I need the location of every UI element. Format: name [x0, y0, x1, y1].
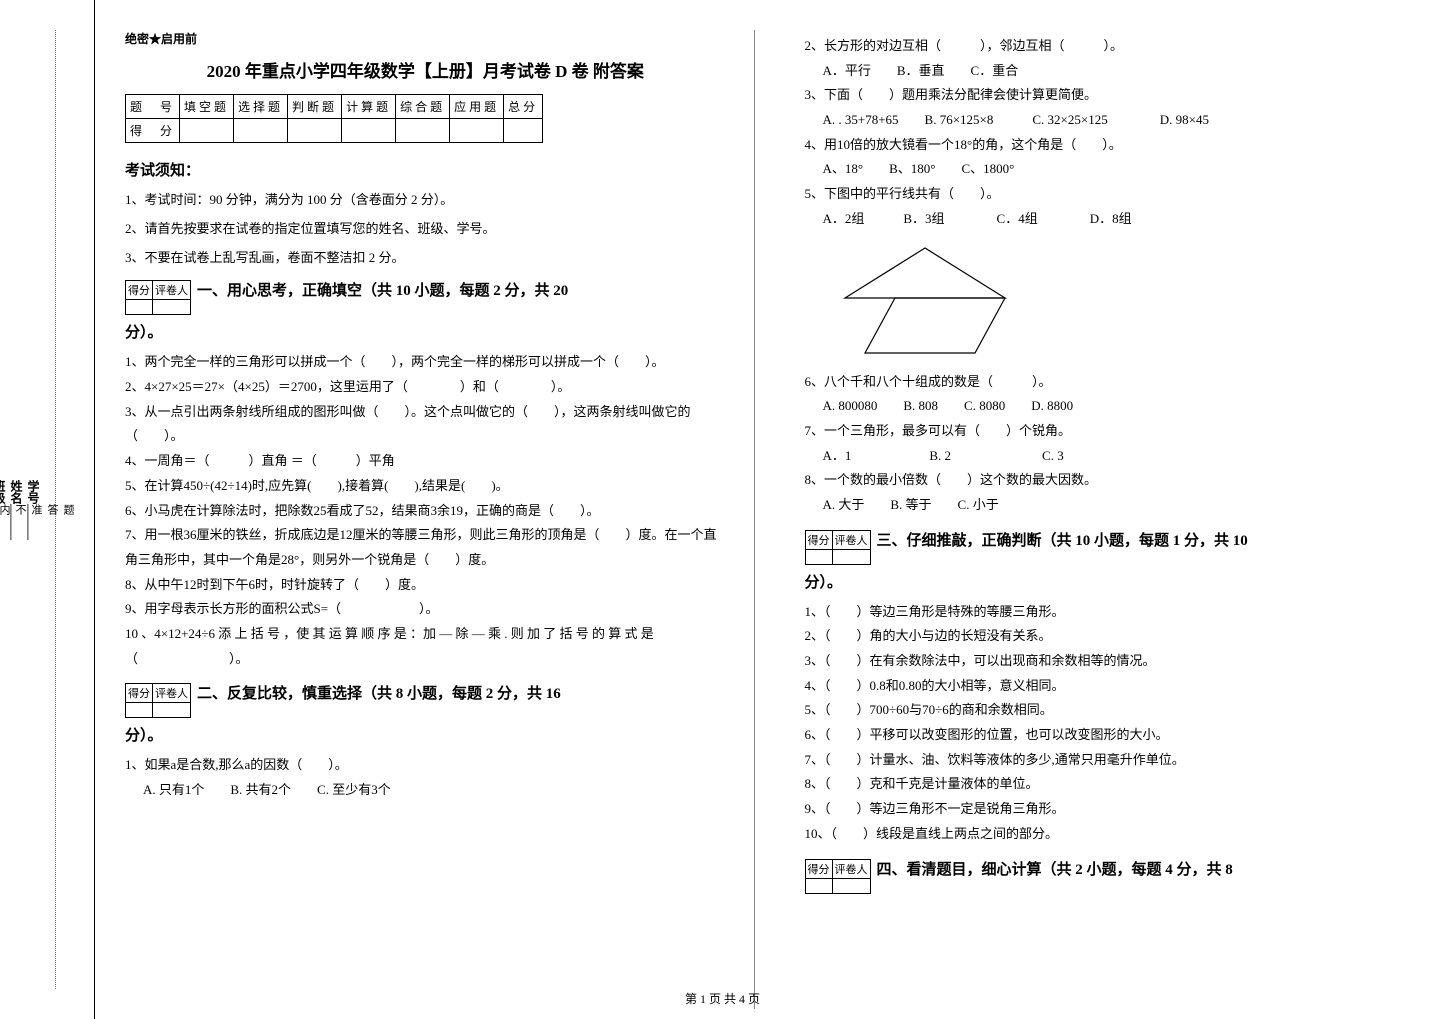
score-summary-table: 题 号 填空题 选择题 判断题 计算题 综合题 应用题 总分 得 分	[125, 94, 543, 143]
question: 7、一个三角形，最多可以有（ ）个锐角。	[805, 419, 1406, 444]
binding-margin: 学号______ 姓名______ 班级______ 学校______ 乡镇（街…	[0, 0, 95, 1019]
score-box: 得分评卷人	[125, 280, 191, 315]
section-3-questions: 1、（ ）等边三角形是特殊的等腰三角形。 2、（ ）角的大小与边的长短没有关系。…	[805, 600, 1406, 847]
table-row: 得 分	[126, 119, 543, 143]
score-box: 得分评卷人	[805, 530, 871, 565]
rule-item: 3、不要在试卷上乱写乱画，卷面不整洁扣 2 分。	[125, 248, 726, 269]
question: 9、（ ）等边三角形不一定是锐角三角形。	[805, 797, 1406, 822]
section-2-right-questions: 2、长方形的对边互相（ ），邻边互相（ ）。 A．平行 B．垂直 C．重合 3、…	[805, 34, 1406, 232]
rule-item: 2、请首先按要求在试卷的指定位置填写您的姓名、班级、学号。	[125, 219, 726, 240]
question: 4、一周角＝（ ）直角 ＝（ ）平角	[125, 449, 726, 474]
parallel-lines-diagram	[835, 238, 1406, 362]
section-2-suffix: 分）。	[125, 724, 726, 745]
question: 2、长方形的对边互相（ ），邻边互相（ ）。	[805, 34, 1406, 59]
question-options: A. 800080 B. 808 C. 8080 D. 8800	[805, 394, 1406, 419]
question-options: A．平行 B．垂直 C．重合	[805, 59, 1406, 84]
question: 4、（ ）0.8和0.80的大小相等，意义相同。	[805, 674, 1406, 699]
confidential-label: 绝密★启用前	[125, 30, 726, 47]
exam-title: 2020 年重点小学四年级数学【上册】月考试卷 D 卷 附答案	[125, 57, 726, 82]
score-box: 得分评卷人	[125, 683, 191, 718]
question-options: A．2组 B．3组 C．4组 D．8组	[805, 207, 1406, 232]
question: 6、小马虎在计算除法时，把除数25看成了52，结果商3余19，正确的商是（ ）。	[125, 499, 726, 524]
section-1-suffix: 分）。	[125, 321, 726, 342]
question: 1、如果a是合数,那么a的因数（ ）。	[125, 753, 726, 778]
section-4-header: 得分评卷人 四、看清题目，细心计算（共 2 小题，每题 4 分，共 8	[805, 859, 1406, 894]
section-1-questions: 1、两个完全一样的三角形可以拼成一个（ ），两个完全一样的梯形可以拼成一个（ ）…	[125, 350, 726, 671]
question: 4、用10倍的放大镜看一个18°的角，这个角是（ ）。	[805, 133, 1406, 158]
content-area: 绝密★启用前 2020 年重点小学四年级数学【上册】月考试卷 D 卷 附答案 题…	[95, 0, 1445, 1019]
question: 8、一个数的最小倍数（ ）这个数的最大因数。	[805, 468, 1406, 493]
section-3-title: 三、仔细推敲，正确判断（共 10 小题，每题 1 分，共 10	[877, 530, 1406, 553]
score-box: 得分评卷人	[805, 859, 871, 894]
question: 8、（ ）克和千克是计量液体的单位。	[805, 772, 1406, 797]
section-2-after-questions: 6、八个千和八个十组成的数是（ ）。 A. 800080 B. 808 C. 8…	[805, 370, 1406, 518]
section-1-title: 一、用心思考，正确填空（共 10 小题，每题 2 分，共 20	[197, 280, 726, 303]
page-footer: 第 1 页 共 4 页	[0, 990, 1445, 1007]
section-3-header: 得分评卷人 三、仔细推敲，正确判断（共 10 小题，每题 1 分，共 10	[805, 530, 1406, 565]
question-options: A. 只有1个 B. 共有2个 C. 至少有3个	[125, 778, 726, 803]
question: 5、（ ）700÷60与70÷6的商和余数相同。	[805, 698, 1406, 723]
page-root: 学号______ 姓名______ 班级______ 学校______ 乡镇（街…	[0, 0, 1445, 1019]
right-column: 2、长方形的对边互相（ ），邻边互相（ ）。 A．平行 B．垂直 C．重合 3、…	[795, 30, 1426, 1009]
question: 6、（ ）平移可以改变图形的位置，也可以改变图形的大小。	[805, 723, 1406, 748]
question-options: A、18° B、180° C、1800°	[805, 157, 1406, 182]
question: 9、用字母表示长方形的面积公式S=（ ）。	[125, 597, 726, 622]
exam-rules: 考试须知： 1、考试时间：90 分钟，满分为 100 分（含卷面分 2 分）。 …	[125, 159, 726, 268]
question: 10 、4×12+24÷6 添 上 括 号 ，使 其 运 算 顺 序 是 ：加 …	[125, 622, 726, 671]
question: 7、（ ）计量水、油、饮料等液体的多少,通常只用毫升作单位。	[805, 748, 1406, 773]
question: 2、（ ）角的大小与边的长短没有关系。	[805, 624, 1406, 649]
question-options: A. 大于 B. 等于 C. 小于	[805, 493, 1406, 518]
question-options: A．1 B. 2 C. 3	[805, 444, 1406, 469]
question: 3、下面（ ）题用乘法分配律会使计算更简便。	[805, 83, 1406, 108]
triangle-shape	[845, 248, 1005, 298]
question: 3、从一点引出两条射线所组成的图形叫做（ ）。这个点叫做它的（ ），这两条射线叫…	[125, 400, 726, 449]
question-options: A. . 35+78+65 B. 76×125×8 C. 32×25×125 D…	[805, 108, 1406, 133]
question: 3、（ ）在有余数除法中，可以出现商和余数相等的情况。	[805, 649, 1406, 674]
table-row: 题 号 填空题 选择题 判断题 计算题 综合题 应用题 总分	[126, 95, 543, 119]
question: 7、用一根36厘米的铁丝，折成底边是12厘米的等腰三角形，则此三角形的顶角是（ …	[125, 523, 726, 572]
section-4-title: 四、看清题目，细心计算（共 2 小题，每题 4 分，共 8	[877, 859, 1406, 882]
question: 5、在计算450÷(42÷14)时,应先算( ),接着算( ),结果是( )。	[125, 474, 726, 499]
question: 1、两个完全一样的三角形可以拼成一个（ ），两个完全一样的梯形可以拼成一个（ ）…	[125, 350, 726, 375]
question: 8、从中午12时到下午6时，时针旋转了（ ）度。	[125, 573, 726, 598]
rule-item: 1、考试时间：90 分钟，满分为 100 分（含卷面分 2 分）。	[125, 190, 726, 211]
question: 6、八个千和八个十组成的数是（ ）。	[805, 370, 1406, 395]
question: 5、下图中的平行线共有（ ）。	[805, 182, 1406, 207]
section-1-header: 得分评卷人 一、用心思考，正确填空（共 10 小题，每题 2 分，共 20	[125, 280, 726, 315]
seal-line-chars: 题 答 准 不 内 线 封 密	[58, 0, 76, 1019]
section-2-left-questions: 1、如果a是合数,那么a的因数（ ）。 A. 只有1个 B. 共有2个 C. 至…	[125, 753, 726, 802]
section-2-title: 二、反复比较，慎重选择（共 8 小题，每题 2 分，共 16	[197, 683, 726, 706]
rules-heading: 考试须知：	[125, 159, 726, 180]
section-3-suffix: 分）。	[805, 571, 1406, 592]
section-2-header: 得分评卷人 二、反复比较，慎重选择（共 8 小题，每题 2 分，共 16	[125, 683, 726, 718]
question: 10、（ ）线段是直线上两点之间的部分。	[805, 822, 1406, 847]
left-column: 绝密★启用前 2020 年重点小学四年级数学【上册】月考试卷 D 卷 附答案 题…	[115, 30, 755, 1009]
question: 2、4×27×25＝27×（4×25）＝2700，这里运用了（ ）和（ ）。	[125, 375, 726, 400]
diagram-svg	[835, 238, 1015, 358]
parallelogram-shape	[865, 298, 1005, 353]
question: 1、（ ）等边三角形是特殊的等腰三角形。	[805, 600, 1406, 625]
